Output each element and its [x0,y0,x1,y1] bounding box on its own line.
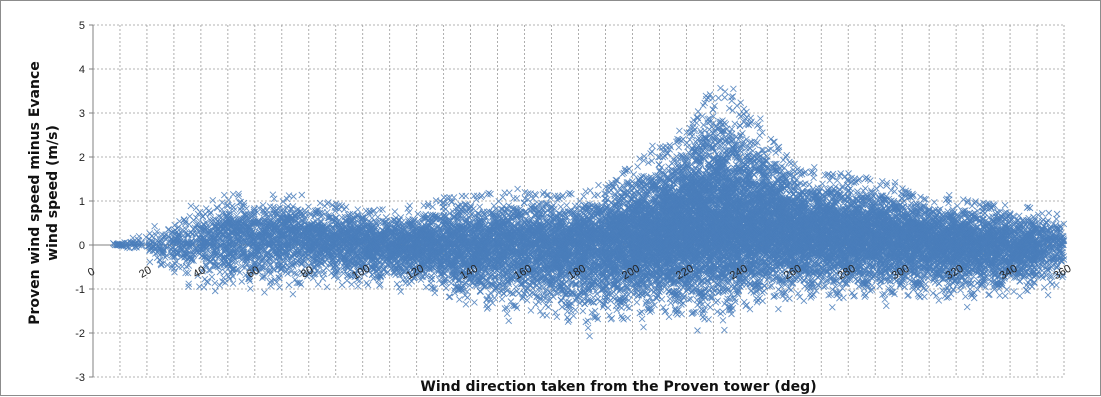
scatter-point [230,281,236,287]
scatter-point [315,281,321,287]
scatter-point [441,195,447,201]
scatter-point [230,191,236,197]
scatter-point [209,274,215,280]
scatter-point [188,203,194,209]
scatter-point [463,301,469,307]
scatter-point [339,282,345,288]
scatter-point [463,193,469,199]
scatter-point [320,276,326,282]
scatter-point [432,290,438,296]
scatter-point [193,205,199,211]
scatter-point [179,264,185,270]
scatter-point [392,209,398,215]
scatter-point [226,197,232,203]
scatter-point [478,289,484,295]
scatter-point [219,200,225,206]
scatter-point [349,281,355,287]
scatter-point [147,231,153,237]
scatter-point [254,209,260,215]
scatter-point [214,205,220,211]
scatter-point [186,221,192,227]
scatter-point [447,294,453,300]
scatter-point [290,291,296,297]
scatter-point [516,290,522,296]
scatter-point [237,206,243,212]
scatter-point [433,198,439,204]
scatter-point [407,203,413,209]
scatter-point [456,296,462,302]
scatter-point [396,284,402,290]
scatter-point [212,288,218,294]
scatter-point [515,186,521,192]
scatter-point [152,223,158,229]
scatter-point [506,318,512,324]
scatter-point [201,284,207,290]
scatter-point [177,218,183,224]
scatter-point [492,295,498,301]
scatter-point [299,192,305,198]
scatter-point [147,259,153,265]
scatter-point [270,192,276,198]
scatter-point [364,280,370,286]
scatter-point [306,204,312,210]
scatter-point [496,198,502,204]
scatter-point [446,294,452,300]
scatter-point [355,207,361,213]
scatter-point [465,295,471,301]
scatter-point [398,289,404,295]
scatter-point [286,282,292,288]
scatter-point [355,283,361,289]
scatter-point [280,199,286,205]
scatter-point [477,204,483,210]
scatter-point [157,257,163,263]
scatter-point [247,286,253,292]
data-points [110,85,1067,339]
grid-lines [93,25,1064,377]
scatter-point [286,193,292,199]
scatter-point [471,299,477,305]
scatter-point [244,206,250,212]
scatter-point [217,269,223,275]
scatter-point [383,215,389,221]
scatter-point [504,311,510,317]
scatter-point [210,197,216,203]
scatter-point [231,205,237,211]
scatter-point [239,279,245,285]
scatter-point [221,192,227,198]
scatter-point [394,281,400,287]
scatter-point [428,280,434,286]
scatter-point [262,289,268,295]
scatter-point [514,195,520,201]
